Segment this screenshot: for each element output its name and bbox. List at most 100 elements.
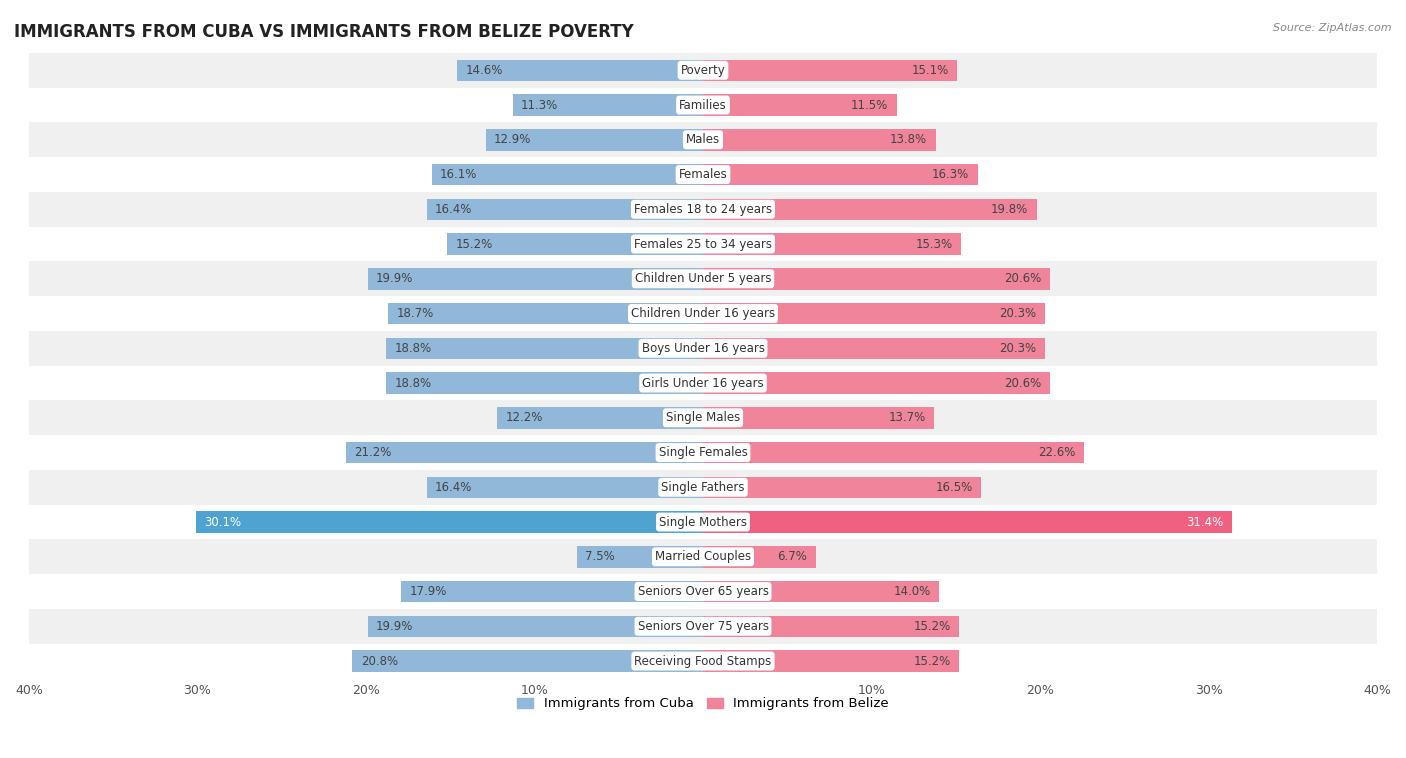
- Bar: [703, 581, 939, 603]
- Text: 21.2%: 21.2%: [354, 446, 391, 459]
- Text: Boys Under 16 years: Boys Under 16 years: [641, 342, 765, 355]
- Bar: [30, 331, 1376, 365]
- Bar: [426, 477, 703, 498]
- Bar: [703, 615, 959, 637]
- Bar: [703, 129, 935, 151]
- Bar: [30, 470, 1376, 505]
- Text: Children Under 5 years: Children Under 5 years: [634, 272, 772, 285]
- Text: 20.3%: 20.3%: [1000, 342, 1036, 355]
- Bar: [703, 650, 959, 672]
- Bar: [457, 59, 703, 81]
- Text: IMMIGRANTS FROM CUBA VS IMMIGRANTS FROM BELIZE POVERTY: IMMIGRANTS FROM CUBA VS IMMIGRANTS FROM …: [14, 23, 634, 41]
- Bar: [703, 372, 1050, 394]
- Text: Source: ZipAtlas.com: Source: ZipAtlas.com: [1274, 23, 1392, 33]
- Bar: [703, 546, 815, 568]
- Bar: [498, 407, 703, 428]
- Text: Single Mothers: Single Mothers: [659, 515, 747, 528]
- Text: 16.1%: 16.1%: [440, 168, 478, 181]
- Bar: [30, 435, 1376, 470]
- Bar: [30, 88, 1376, 122]
- Text: 31.4%: 31.4%: [1187, 515, 1223, 528]
- Bar: [703, 164, 977, 185]
- Bar: [30, 53, 1376, 88]
- Bar: [426, 199, 703, 220]
- Bar: [703, 337, 1045, 359]
- Text: Seniors Over 65 years: Seniors Over 65 years: [637, 585, 769, 598]
- Bar: [30, 574, 1376, 609]
- Bar: [387, 372, 703, 394]
- Text: 6.7%: 6.7%: [778, 550, 807, 563]
- Text: Children Under 16 years: Children Under 16 years: [631, 307, 775, 320]
- Bar: [30, 609, 1376, 644]
- Bar: [387, 337, 703, 359]
- Bar: [703, 94, 897, 116]
- Bar: [703, 199, 1036, 220]
- Text: 15.3%: 15.3%: [915, 237, 952, 251]
- Bar: [30, 505, 1376, 540]
- Bar: [367, 268, 703, 290]
- Bar: [30, 262, 1376, 296]
- Text: 14.0%: 14.0%: [893, 585, 931, 598]
- Text: 20.8%: 20.8%: [361, 655, 398, 668]
- Text: 30.1%: 30.1%: [204, 515, 242, 528]
- Bar: [703, 302, 1045, 324]
- Bar: [401, 581, 703, 603]
- Bar: [703, 268, 1050, 290]
- Legend: Immigrants from Cuba, Immigrants from Belize: Immigrants from Cuba, Immigrants from Be…: [512, 692, 894, 716]
- Text: 15.2%: 15.2%: [914, 655, 950, 668]
- Text: 20.6%: 20.6%: [1004, 272, 1042, 285]
- Bar: [703, 59, 957, 81]
- Bar: [388, 302, 703, 324]
- Text: 15.2%: 15.2%: [456, 237, 492, 251]
- Text: 20.3%: 20.3%: [1000, 307, 1036, 320]
- Bar: [195, 511, 703, 533]
- Text: 13.7%: 13.7%: [889, 412, 925, 424]
- Text: 16.5%: 16.5%: [935, 481, 973, 493]
- Text: Males: Males: [686, 133, 720, 146]
- Bar: [30, 192, 1376, 227]
- Bar: [485, 129, 703, 151]
- Text: 12.9%: 12.9%: [494, 133, 531, 146]
- Bar: [367, 615, 703, 637]
- Bar: [30, 400, 1376, 435]
- Text: 11.5%: 11.5%: [851, 99, 889, 111]
- Text: Receiving Food Stamps: Receiving Food Stamps: [634, 655, 772, 668]
- Bar: [703, 407, 934, 428]
- Bar: [703, 511, 1232, 533]
- Text: Families: Families: [679, 99, 727, 111]
- Bar: [703, 477, 981, 498]
- Text: Single Females: Single Females: [658, 446, 748, 459]
- Text: 11.3%: 11.3%: [522, 99, 558, 111]
- Text: 15.2%: 15.2%: [914, 620, 950, 633]
- Bar: [432, 164, 703, 185]
- Text: 7.5%: 7.5%: [585, 550, 614, 563]
- Text: 18.8%: 18.8%: [395, 377, 432, 390]
- Text: 22.6%: 22.6%: [1038, 446, 1076, 459]
- Bar: [30, 227, 1376, 262]
- Text: Single Males: Single Males: [666, 412, 740, 424]
- Text: Females 25 to 34 years: Females 25 to 34 years: [634, 237, 772, 251]
- Text: Married Couples: Married Couples: [655, 550, 751, 563]
- Text: Single Fathers: Single Fathers: [661, 481, 745, 493]
- Bar: [346, 442, 703, 463]
- Text: 19.9%: 19.9%: [375, 620, 413, 633]
- Bar: [576, 546, 703, 568]
- Bar: [30, 296, 1376, 331]
- Bar: [353, 650, 703, 672]
- Bar: [30, 540, 1376, 574]
- Bar: [30, 157, 1376, 192]
- Text: 16.4%: 16.4%: [434, 203, 472, 216]
- Text: 13.8%: 13.8%: [890, 133, 927, 146]
- Text: 12.2%: 12.2%: [506, 412, 543, 424]
- Text: Girls Under 16 years: Girls Under 16 years: [643, 377, 763, 390]
- Bar: [703, 233, 960, 255]
- Bar: [30, 365, 1376, 400]
- Text: 14.6%: 14.6%: [465, 64, 503, 77]
- Text: Females: Females: [679, 168, 727, 181]
- Bar: [703, 442, 1084, 463]
- Bar: [30, 122, 1376, 157]
- Bar: [447, 233, 703, 255]
- Text: 19.8%: 19.8%: [991, 203, 1028, 216]
- Text: 16.4%: 16.4%: [434, 481, 472, 493]
- Text: 15.1%: 15.1%: [911, 64, 949, 77]
